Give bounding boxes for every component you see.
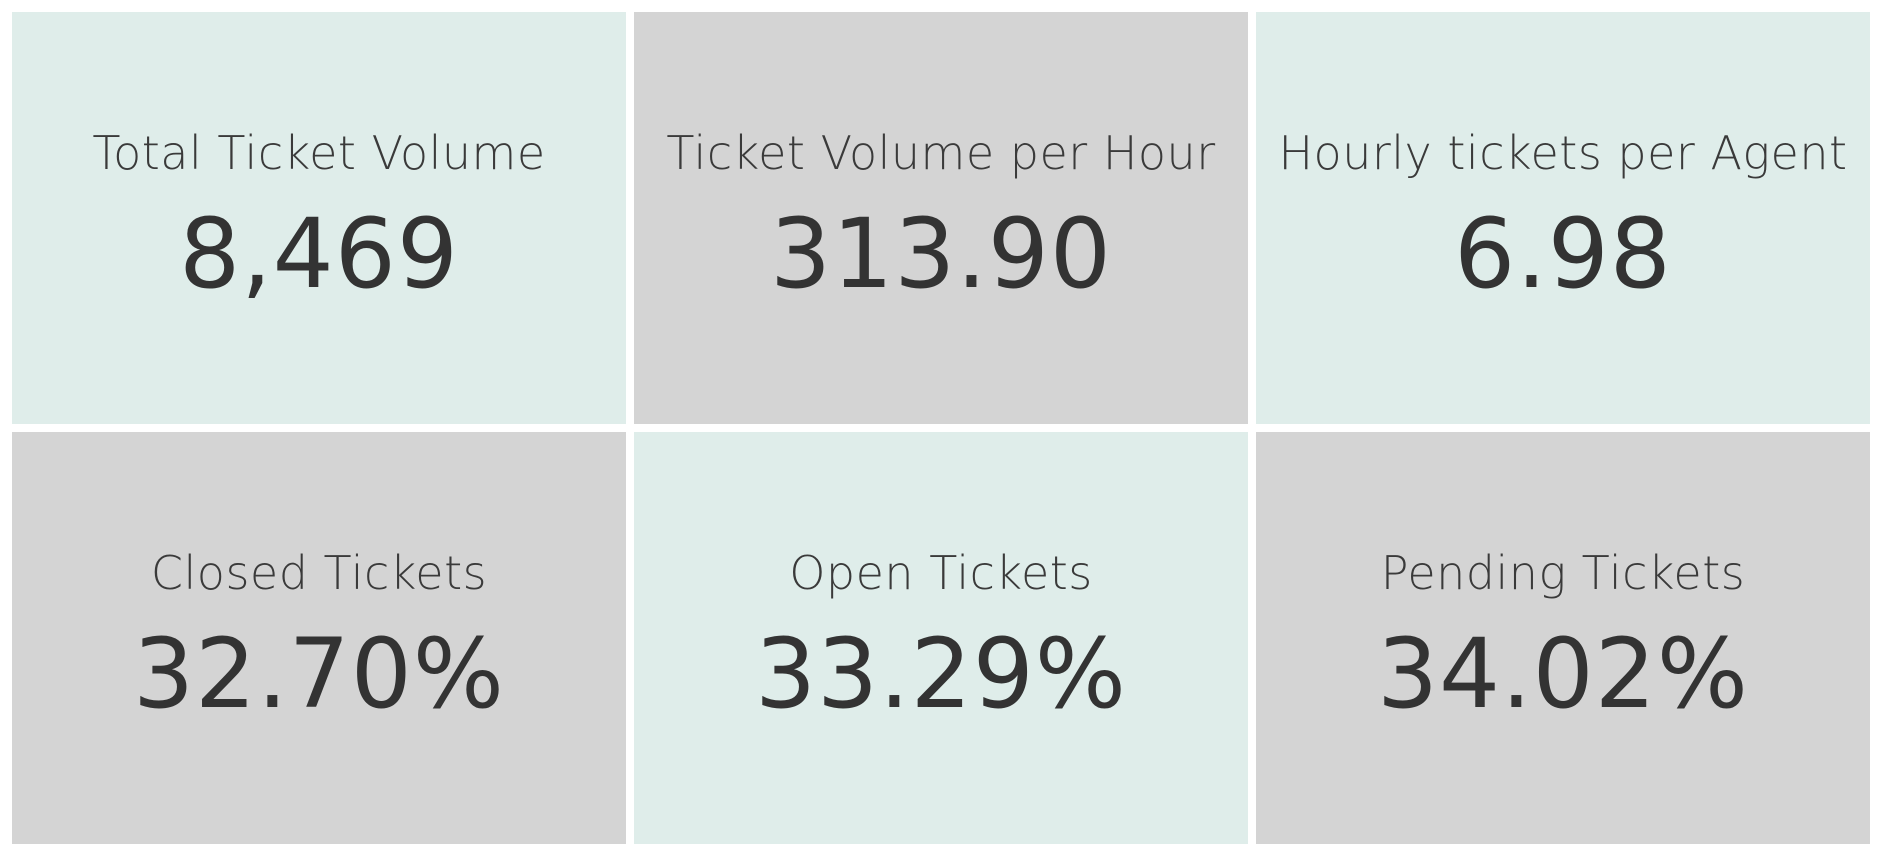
kpi-value: 8,469 (179, 198, 459, 310)
kpi-label: Closed Tickets (150, 546, 488, 600)
kpi-value: 313.90 (770, 198, 1112, 310)
kpi-label: Ticket Volume per Hour (666, 126, 1216, 180)
kpi-tile-open-tickets[interactable]: Open Tickets 33.29% (634, 432, 1248, 844)
kpi-label: Open Tickets (789, 546, 1093, 600)
kpi-tile-ticket-volume-per-hour[interactable]: Ticket Volume per Hour 313.90 (634, 12, 1248, 424)
kpi-value: 33.29% (754, 618, 1128, 730)
kpi-tile-total-ticket-volume[interactable]: Total Ticket Volume 8,469 (12, 12, 626, 424)
kpi-value: 34.02% (1376, 618, 1750, 730)
kpi-dashboard: Total Ticket Volume 8,469 Ticket Volume … (12, 12, 1870, 844)
kpi-value: 6.98 (1454, 198, 1672, 310)
kpi-tile-pending-tickets[interactable]: Pending Tickets 34.02% (1256, 432, 1870, 844)
kpi-tile-hourly-tickets-per-agent[interactable]: Hourly tickets per Agent 6.98 (1256, 12, 1870, 424)
kpi-value: 32.70% (132, 618, 506, 730)
kpi-tile-closed-tickets[interactable]: Closed Tickets 32.70% (12, 432, 626, 844)
kpi-label: Hourly tickets per Agent (1278, 126, 1848, 180)
kpi-label: Total Ticket Volume (92, 126, 546, 180)
kpi-label: Pending Tickets (1380, 546, 1746, 600)
